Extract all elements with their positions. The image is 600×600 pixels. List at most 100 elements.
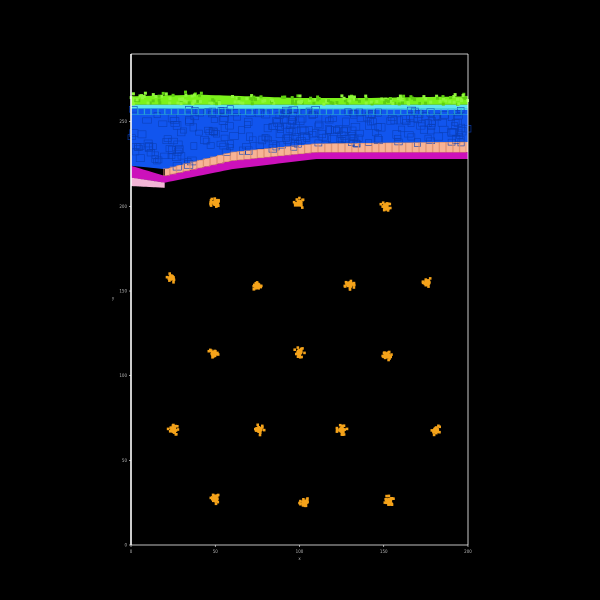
cyan-grain [414,108,421,115]
blue-grain [229,132,239,140]
inclusion-marker [165,272,176,284]
green-grain [335,101,339,104]
green-grain [464,95,468,99]
green-grain [154,95,158,98]
green-grain [348,95,352,99]
blue-grain [210,117,218,123]
inclusion-marker [166,423,180,436]
blue-grain [219,107,228,114]
green-grain [199,91,203,95]
peach-grain [311,143,318,153]
cyan-grain [144,108,152,115]
blue-grain [386,117,395,125]
cyan-grain [245,108,253,115]
green-grain [259,95,263,99]
green-grain [435,96,439,100]
green-grain [146,101,150,105]
green-grain [331,101,335,105]
inclusion-marker [379,201,392,212]
cyan-grain [158,108,165,115]
green-grain [131,102,135,106]
green-grain [190,94,194,98]
peach-grain [372,142,379,153]
blue-grain [398,125,406,133]
peach-grain [459,141,467,153]
green-grain [137,99,141,103]
green-grain [291,99,294,103]
blue-grain [451,119,460,126]
blue-grain [272,117,282,124]
peach-grain [284,146,291,156]
blue-grain [200,136,209,144]
green-grain [456,97,459,101]
green-grain [345,101,349,105]
blue-grain [220,124,228,132]
blue-grain [172,152,182,161]
green-grain [151,99,155,103]
blue-grain [177,128,186,137]
peach-grain [223,153,231,163]
green-grain [397,102,401,106]
blue-grain [424,119,432,128]
blue-grain [173,140,183,148]
green-grain [250,94,254,98]
cyan-grain [319,108,327,115]
blue-grain [288,127,296,136]
green-grain [422,95,426,99]
y-tick-label: 0 [124,543,127,548]
peach-grain [425,142,433,153]
blue-grain [404,131,414,138]
green-grain [187,101,191,105]
cyan-grain [252,108,259,115]
cyan-grain [353,108,361,115]
blue-grain [433,132,444,141]
peach-grain [452,141,460,153]
green-grain [340,94,344,98]
cyan-grain [367,108,374,115]
blue-grain [162,138,172,144]
blue-grain [328,115,337,122]
green-grain [380,97,384,101]
cyan-grain [447,108,455,115]
inclusion-marker [335,423,349,436]
blue-grain [296,137,306,144]
green-grain [254,98,257,102]
blue-grain [322,133,331,143]
green-grain [386,99,390,103]
inclusion-marker [292,196,305,209]
blue-grain [195,129,203,136]
x-tick-label: 0 [130,549,133,554]
blue-grain [288,118,297,125]
blue-grain [424,134,432,142]
green-grain [185,100,189,104]
peach-grain [270,147,278,157]
green-grain [384,99,388,103]
green-grain [131,97,135,101]
green-grain [396,97,400,101]
green-grain [307,99,311,103]
green-grain [141,96,144,100]
green-grain [398,94,402,98]
green-grain [294,102,298,106]
blue-grain [365,121,372,130]
green-grain [148,101,152,105]
green-grain [196,99,200,103]
blue-grain [160,152,170,159]
blue-grain [337,131,346,138]
green-grain [158,101,162,105]
green-grain [296,94,300,98]
layer-magenta [131,152,468,183]
cyan-grain [427,108,435,115]
green-grain [448,100,452,104]
inclusion-marker [293,346,306,359]
green-grain [191,102,195,106]
green-grain [409,95,413,99]
green-grain [322,102,326,106]
green-grain [168,97,172,101]
green-grain [184,90,187,94]
peach-grain [257,149,264,159]
blue-grain [433,112,440,120]
green-grain [231,95,234,98]
green-grain [400,96,404,100]
green-grain [406,101,410,105]
